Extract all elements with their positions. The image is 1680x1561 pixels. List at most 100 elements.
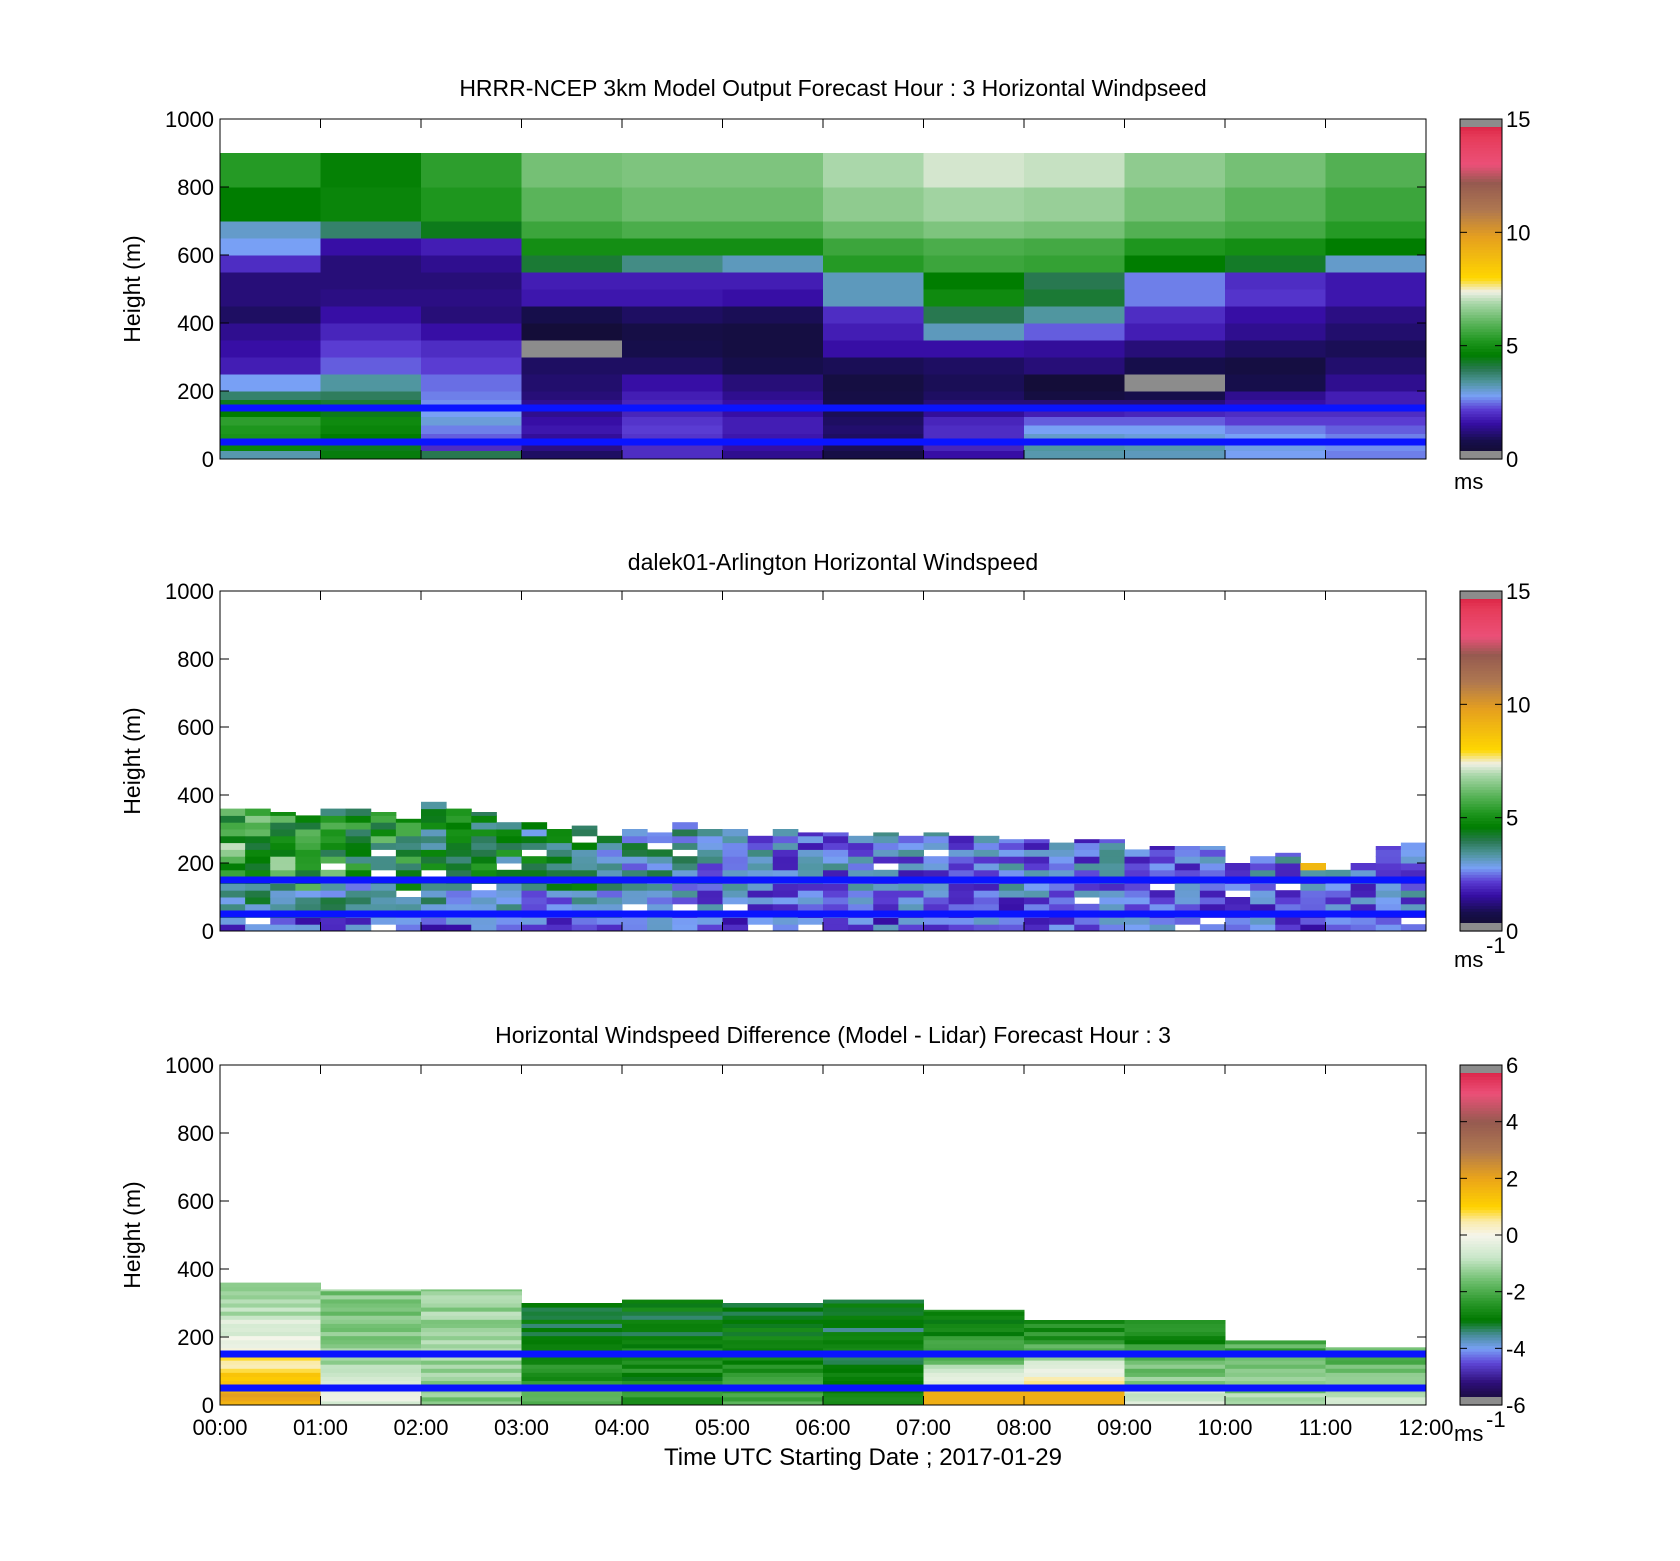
heatmap-cell (421, 1298, 522, 1304)
heatmap-cell (948, 897, 975, 905)
colorbar-swatch (1460, 1294, 1502, 1298)
heatmap-cell (1174, 890, 1201, 898)
heatmap-cell (471, 829, 497, 837)
heatmap-cell (521, 1356, 623, 1361)
heatmap-cell (521, 1376, 623, 1382)
colorbar-swatch (1460, 1138, 1502, 1143)
heatmap-cell (722, 238, 824, 256)
heatmap-cell (973, 924, 1000, 932)
colorbar-swatch (1460, 1189, 1502, 1194)
colorbar-swatch (1460, 1365, 1502, 1369)
heatmap-cell (823, 890, 849, 898)
heatmap-cell (1024, 442, 1125, 451)
heatmap-cell (496, 869, 522, 878)
heatmap-cell (421, 442, 522, 451)
colorbar-swatch (1460, 863, 1502, 867)
heatmap-cell (1049, 903, 1075, 912)
colorbar-swatch (1460, 707, 1502, 711)
heatmap-cell (471, 890, 497, 898)
heatmap-cell (1225, 1380, 1326, 1386)
heatmap-cell (421, 1396, 522, 1402)
heatmap-cell (1300, 917, 1326, 925)
colorbar-swatch (1460, 331, 1502, 335)
heatmap-cell (1099, 903, 1125, 912)
colorbar-swatch (1460, 311, 1502, 316)
heatmap-cell (848, 849, 874, 857)
heatmap-cell (1149, 903, 1176, 912)
heatmap-cell (295, 903, 321, 912)
heatmap-cell (596, 869, 623, 878)
heatmap-cell (1325, 1396, 1427, 1402)
heatmap-cell (571, 863, 598, 871)
heatmap-cell (722, 408, 824, 417)
colorbar-swatch (1460, 172, 1502, 177)
heatmap-cell (923, 374, 1025, 392)
colorbar-swatch (1460, 289, 1502, 293)
colorbar-swatch (1460, 846, 1502, 850)
heatmap-cell (345, 835, 372, 844)
heatmap-cell (1174, 869, 1201, 878)
heatmap-cell (270, 812, 296, 816)
heatmap-cell (747, 863, 774, 871)
colorbar-swatch (1460, 1271, 1502, 1276)
heatmap-cell (320, 340, 422, 358)
heatmap-cell (1099, 856, 1125, 864)
heatmap-cell (521, 238, 623, 256)
heatmap-cell (848, 883, 874, 891)
heatmap-cell (1124, 399, 1226, 409)
heatmap-cell (1024, 856, 1050, 864)
colorbar-swatch (1460, 1082, 1502, 1086)
colorbar-swatch (1460, 371, 1502, 375)
heatmap-cell (1350, 897, 1377, 905)
colorbar-swatch (1460, 252, 1502, 256)
colorbar-swatch (1460, 158, 1502, 163)
heatmap-cell (923, 832, 950, 837)
heatmap-cell (320, 1303, 422, 1308)
heatmap-cell (270, 829, 296, 837)
heatmap-cell (1024, 1339, 1125, 1345)
heatmap-cell (596, 903, 623, 912)
heatmap-cell (1074, 903, 1100, 912)
heatmap-cell (521, 883, 548, 891)
colorbar-swatch (1460, 1150, 1502, 1154)
colorbar-cap-bottom (1460, 451, 1502, 459)
heatmap-cell (521, 1331, 623, 1337)
heatmap-cell (923, 883, 950, 891)
colorbar-swatch (1460, 1096, 1502, 1100)
heatmap-cell (320, 391, 422, 400)
colorbar-cap-top (1460, 119, 1502, 127)
heatmap-cell (220, 1356, 321, 1361)
heatmap-cell (220, 808, 246, 816)
heatmap-cell (521, 1307, 623, 1312)
heatmap-cell (923, 1343, 1025, 1349)
heatmap-cell (370, 903, 397, 912)
heatmap-cell (823, 863, 849, 871)
heatmap-cell (295, 835, 321, 844)
heatmap-cell (622, 890, 648, 898)
colorbar-swatch (1460, 1099, 1502, 1103)
heatmap-cell (546, 903, 573, 912)
colorbar-swatch (1460, 1345, 1502, 1349)
heatmap-cell (1074, 863, 1100, 871)
colorbar-swatch (1460, 718, 1502, 722)
heatmap-cell (823, 272, 924, 290)
heatmap-cell (697, 842, 723, 850)
heatmap-cell (421, 1368, 522, 1373)
heatmap-cell (923, 450, 1025, 460)
heatmap-cell (220, 399, 321, 409)
colorbar-swatch (1460, 410, 1502, 415)
heatmap-cell (1024, 1335, 1125, 1341)
heatmap-cell (1024, 1392, 1125, 1398)
heatmap-cell (220, 1315, 321, 1320)
heatmap-cell (1225, 391, 1326, 400)
colorbar-tick-label: 2 (1506, 1166, 1518, 1191)
heatmap-cell (220, 883, 246, 891)
heatmap-cell (1124, 340, 1226, 358)
heatmap-cell (521, 829, 548, 837)
heatmap-cell (848, 903, 874, 912)
heatmap-cell (320, 1335, 422, 1341)
heatmap-cell (848, 863, 874, 871)
colorbar-tick-label: 0 (1506, 1223, 1518, 1248)
heatmap-cell (596, 890, 623, 898)
colorbar-swatch (1460, 1303, 1502, 1307)
